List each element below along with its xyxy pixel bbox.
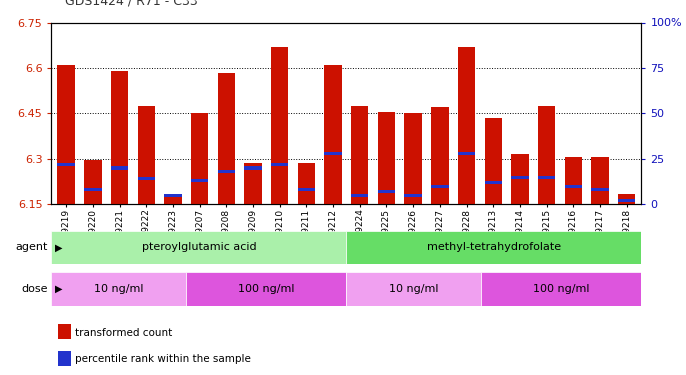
Bar <box>324 152 342 155</box>
Text: percentile rank within the sample: percentile rank within the sample <box>75 354 251 364</box>
Bar <box>565 158 582 204</box>
Bar <box>191 179 209 182</box>
Bar <box>378 112 395 204</box>
Bar <box>484 181 502 184</box>
Text: agent: agent <box>16 243 48 252</box>
Bar <box>51 231 346 264</box>
Bar <box>111 71 128 204</box>
Bar <box>538 176 556 178</box>
Bar <box>111 166 128 170</box>
Text: 100 ng/ml: 100 ng/ml <box>533 284 589 294</box>
Bar <box>164 194 182 204</box>
Bar <box>298 188 315 191</box>
Bar <box>565 184 582 188</box>
Text: methyl-tetrahydrofolate: methyl-tetrahydrofolate <box>427 243 561 252</box>
Bar <box>405 113 422 204</box>
Text: transformed count: transformed count <box>75 328 173 338</box>
Text: pteroylglutamic acid: pteroylglutamic acid <box>141 243 257 252</box>
Bar <box>137 177 155 180</box>
Bar <box>84 188 102 191</box>
Bar <box>458 47 475 204</box>
Bar <box>484 118 502 204</box>
Text: ▶: ▶ <box>55 284 62 294</box>
Text: dose: dose <box>21 284 48 294</box>
Bar <box>271 163 288 166</box>
Text: 10 ng/ml: 10 ng/ml <box>94 284 143 294</box>
Bar <box>618 194 635 204</box>
Bar <box>346 231 641 264</box>
Bar <box>244 164 261 204</box>
Bar <box>431 184 449 188</box>
Bar <box>480 272 641 306</box>
Bar <box>405 194 422 197</box>
Bar <box>511 176 529 178</box>
Bar <box>58 65 75 204</box>
Text: ▶: ▶ <box>55 243 62 252</box>
Bar <box>191 113 209 204</box>
Bar <box>185 272 346 306</box>
Bar <box>217 170 235 173</box>
Bar <box>591 158 608 204</box>
Bar <box>351 194 368 197</box>
Text: GDS1424 / R71 - C33: GDS1424 / R71 - C33 <box>65 0 198 8</box>
Bar <box>271 47 288 204</box>
Bar <box>137 106 155 204</box>
Bar <box>164 194 182 197</box>
Bar <box>591 188 608 191</box>
Bar <box>378 190 395 193</box>
Bar <box>351 106 368 204</box>
Bar <box>244 166 261 170</box>
Bar <box>84 160 102 204</box>
Bar <box>217 72 235 204</box>
Bar <box>538 106 556 204</box>
Bar <box>458 152 475 155</box>
Bar <box>51 272 185 306</box>
Bar <box>431 107 449 204</box>
Bar <box>324 65 342 204</box>
Bar <box>618 199 635 202</box>
Bar <box>346 272 480 306</box>
Bar <box>298 164 315 204</box>
Text: 10 ng/ml: 10 ng/ml <box>389 284 438 294</box>
Bar <box>511 154 529 204</box>
Bar <box>58 163 75 166</box>
Text: 100 ng/ml: 100 ng/ml <box>238 284 294 294</box>
